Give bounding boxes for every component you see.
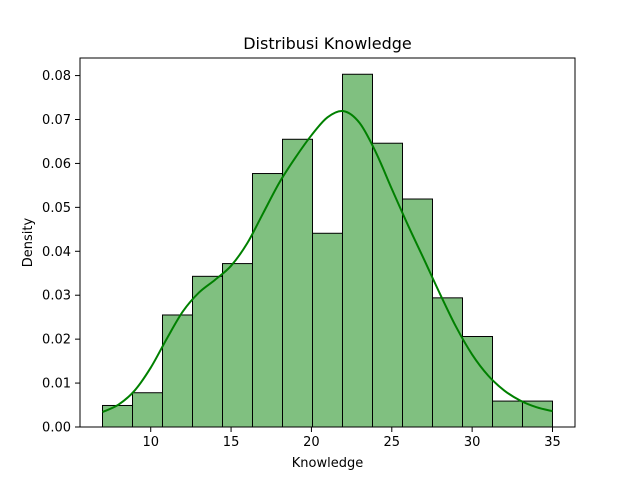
x-tick-label: 30: [464, 435, 481, 450]
histogram-bar: [132, 392, 163, 428]
x-tick-label: 20: [303, 435, 320, 450]
y-tick-label: 0.01: [42, 377, 71, 392]
histogram-bar: [192, 275, 224, 428]
y-tick-label: 0.03: [42, 289, 71, 304]
y-tick-label: 0.07: [42, 113, 71, 128]
x-tick-label: 35: [544, 435, 561, 450]
y-tick-label: 0.06: [42, 157, 71, 172]
histogram-bar: [372, 142, 404, 428]
x-tick-label: 15: [223, 435, 240, 450]
histogram-bar: [282, 138, 314, 428]
histogram-bar: [402, 198, 433, 428]
plot-frame: [79, 57, 576, 428]
histogram-bar: [462, 336, 494, 428]
x-tick-label: 10: [142, 435, 159, 450]
y-axis: 0.00 0.01 0.02 0.03 0.04 0.05 0.06 0.07 0.08: [42, 69, 80, 436]
chart-title: Distribusi Knowledge: [243, 34, 412, 53]
bar-group: [102, 73, 553, 428]
x-tick-label: 25: [384, 435, 401, 450]
histogram-bar: [521, 400, 553, 428]
kde-line: [102, 109, 553, 413]
y-tick-label: 0.08: [42, 69, 71, 84]
y-tick-label: 0.00: [42, 421, 71, 436]
y-tick-label: 0.02: [42, 333, 71, 348]
histogram-bar: [431, 297, 463, 428]
histogram-bar: [222, 263, 253, 428]
histogram-bar: [341, 73, 373, 428]
histogram-bar: [492, 400, 523, 428]
histogram-bar: [251, 173, 284, 428]
histogram-bar: [312, 232, 343, 428]
histogram-bar: [161, 314, 194, 428]
x-axis: 10 15 20 25 30 35: [142, 427, 561, 450]
histogram-bar: [102, 404, 134, 428]
y-axis-label: Density: [21, 217, 36, 267]
y-tick-label: 0.05: [42, 201, 71, 216]
x-axis-label: Knowledge: [292, 456, 363, 471]
y-tick-label: 0.04: [42, 245, 71, 260]
